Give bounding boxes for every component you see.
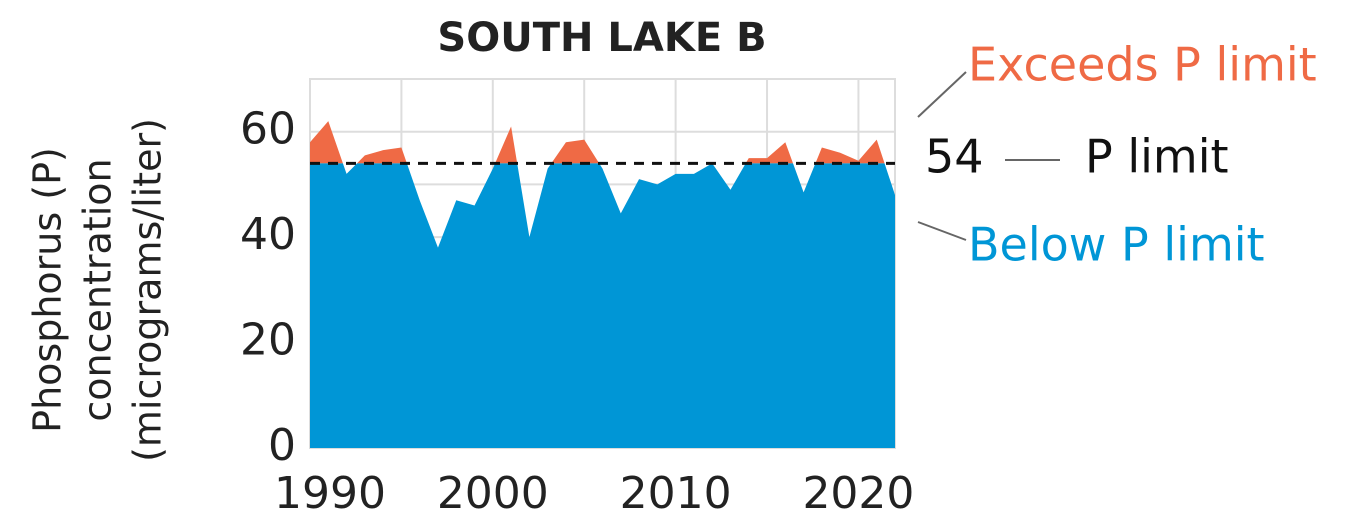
y-tick-label: 20 — [240, 315, 296, 366]
x-tick-label: 2010 — [620, 468, 732, 519]
area-below — [310, 163, 895, 448]
below-label: Below P limit — [968, 218, 1265, 272]
threshold-value: 54 — [925, 130, 984, 184]
y-tick-label: 60 — [240, 104, 296, 155]
y-axis-label: Phosphorus (P) concentration (micrograms… — [26, 118, 170, 462]
y-label-line: concentration — [76, 158, 120, 421]
x-tick-label: 2020 — [802, 468, 914, 519]
y-label-line: Phosphorus (P) — [26, 147, 70, 433]
y-tick-label: 40 — [240, 209, 296, 260]
x-tick-label: 1990 — [274, 468, 386, 519]
area-above — [310, 121, 885, 164]
leader-line — [917, 221, 967, 241]
y-tick-label: 0 — [268, 420, 296, 471]
threshold-label: P limit — [1085, 130, 1229, 184]
leader-line — [917, 71, 967, 118]
x-tick-label: 2000 — [437, 468, 549, 519]
above-label: Exceeds P limit — [968, 38, 1317, 92]
y-label-line: (micrograms/liter) — [126, 118, 170, 462]
chart-title: SOUTH LAKE B — [437, 15, 766, 61]
